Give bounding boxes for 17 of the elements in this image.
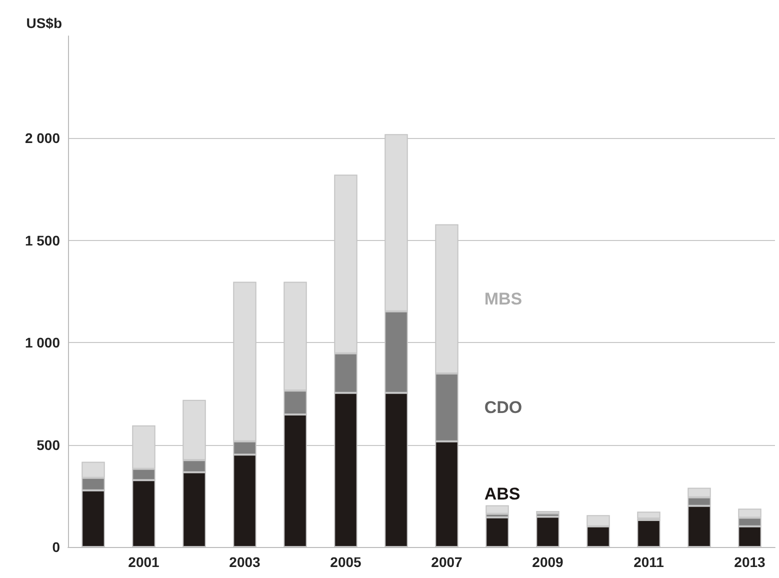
series-label: CDO xyxy=(484,398,522,417)
x-tick-label: 2009 xyxy=(532,554,564,570)
y-tick-label: 2 000 xyxy=(24,130,60,146)
y-tick-label: 1 500 xyxy=(24,232,60,248)
series-label: MBS xyxy=(484,289,522,308)
y-tick-label: 1 000 xyxy=(24,334,60,351)
bar xyxy=(486,505,509,514)
x-tick-label: 2003 xyxy=(229,554,261,570)
series-label: ABS xyxy=(484,484,520,504)
y-tick-label: 0 xyxy=(52,539,60,555)
y-tick-label: 500 xyxy=(36,436,60,453)
x-tick-label: 2011 xyxy=(634,554,664,570)
x-tick-label: 2005 xyxy=(330,554,362,570)
x-tick-label: 2013 xyxy=(734,554,766,570)
x-tick-label: 2007 xyxy=(431,554,463,570)
x-tick-label: 2001 xyxy=(128,554,160,570)
y-axis-title: US$b xyxy=(26,15,62,31)
